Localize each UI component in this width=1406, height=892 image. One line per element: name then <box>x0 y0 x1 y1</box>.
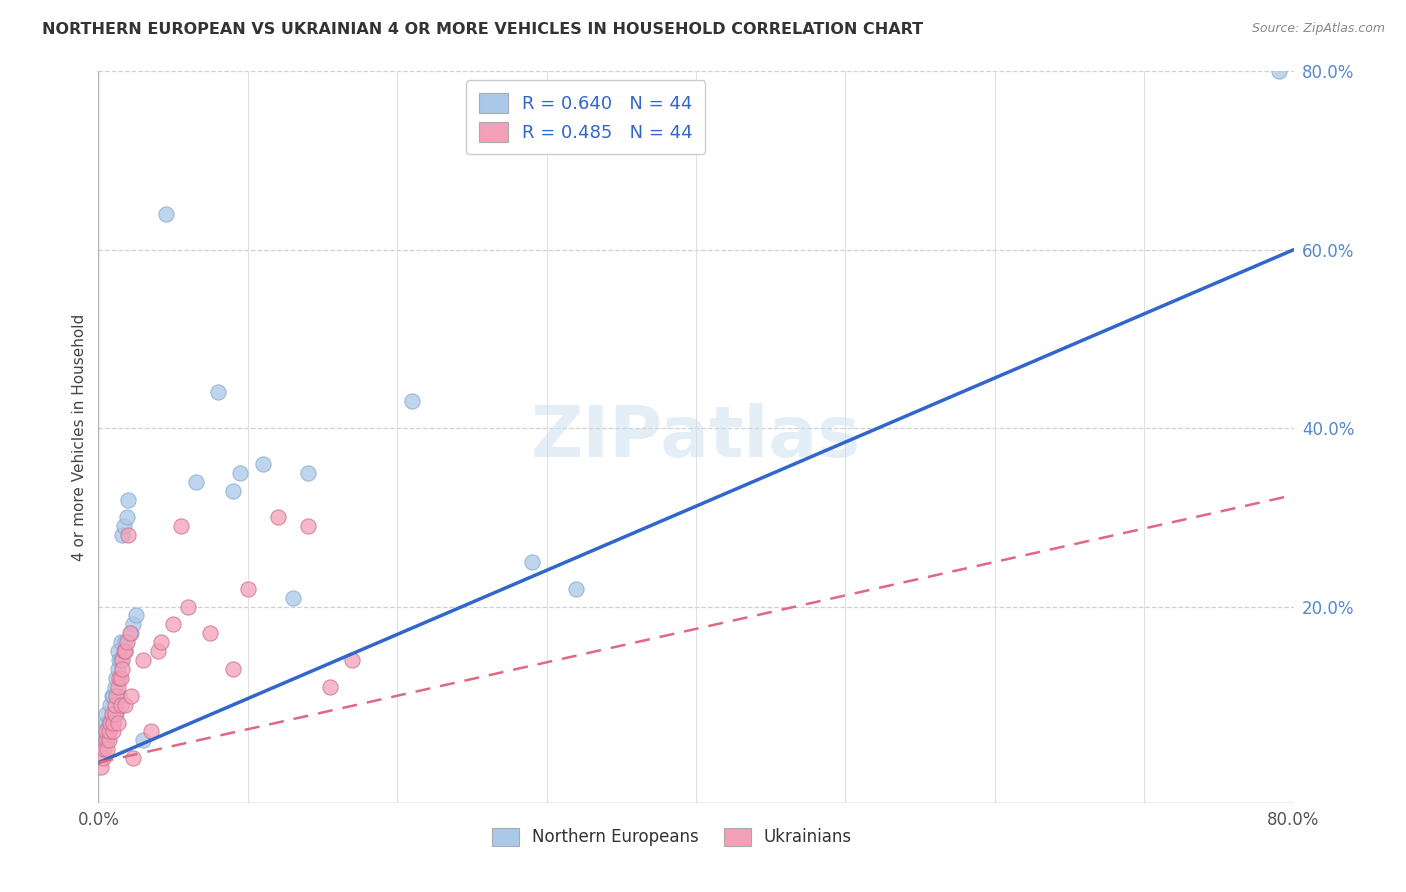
Point <box>121 617 143 632</box>
Point <box>132 653 155 667</box>
Point <box>97 733 120 747</box>
Point <box>520 555 543 569</box>
Point <box>297 466 319 480</box>
Point <box>110 635 132 649</box>
Y-axis label: 4 or more Vehicles in Household: 4 or more Vehicles in Household <box>72 313 87 561</box>
Point <box>169 519 191 533</box>
Point <box>114 635 136 649</box>
Point <box>90 742 112 756</box>
Point <box>110 671 132 685</box>
Point <box>297 519 319 533</box>
Point <box>222 662 245 676</box>
Point <box>112 519 135 533</box>
Point <box>91 733 114 747</box>
Point <box>108 653 131 667</box>
Point <box>118 626 141 640</box>
Point <box>207 385 229 400</box>
Point <box>252 457 274 471</box>
Point <box>103 706 125 721</box>
Point <box>105 671 128 685</box>
Point <box>111 662 134 676</box>
Point <box>94 706 117 721</box>
Point <box>115 635 138 649</box>
Point <box>342 653 364 667</box>
Point <box>103 724 125 739</box>
Point <box>94 733 117 747</box>
Point <box>96 733 118 747</box>
Point <box>401 394 423 409</box>
Point <box>121 751 143 765</box>
Point <box>107 715 129 730</box>
Point <box>319 680 342 694</box>
Point <box>98 715 122 730</box>
Point <box>117 528 139 542</box>
Point <box>114 644 136 658</box>
Point <box>91 751 114 765</box>
Point <box>125 608 148 623</box>
Point <box>98 698 122 712</box>
Point <box>565 582 588 596</box>
Point <box>200 626 222 640</box>
Point <box>104 680 127 694</box>
Point <box>97 724 120 739</box>
Point <box>111 528 134 542</box>
Point <box>107 680 129 694</box>
Point <box>97 724 120 739</box>
Point <box>103 715 125 730</box>
Point <box>112 644 135 658</box>
Point <box>1267 64 1289 78</box>
Point <box>162 617 184 632</box>
Point <box>114 644 136 658</box>
Text: ZIPatlas: ZIPatlas <box>531 402 860 472</box>
Point <box>104 698 127 712</box>
Point <box>110 653 132 667</box>
Point <box>120 689 142 703</box>
Text: NORTHERN EUROPEAN VS UKRAINIAN 4 OR MORE VEHICLES IN HOUSEHOLD CORRELATION CHART: NORTHERN EUROPEAN VS UKRAINIAN 4 OR MORE… <box>42 22 924 37</box>
Point <box>103 715 125 730</box>
Point <box>229 466 252 480</box>
Point <box>267 510 290 524</box>
Point <box>96 742 118 756</box>
Point <box>111 653 134 667</box>
Point <box>150 635 173 649</box>
Point <box>108 671 131 685</box>
Point <box>90 760 112 774</box>
Point <box>115 510 138 524</box>
Point <box>281 591 304 605</box>
Point <box>101 706 124 721</box>
Point <box>184 475 207 489</box>
Point <box>236 582 259 596</box>
Point <box>114 698 136 712</box>
Point <box>105 689 128 703</box>
Legend: Northern Europeans, Ukrainians: Northern Europeans, Ukrainians <box>485 821 859 853</box>
Point <box>97 715 120 730</box>
Text: Source: ZipAtlas.com: Source: ZipAtlas.com <box>1251 22 1385 36</box>
Point <box>104 706 127 721</box>
Point <box>94 715 117 730</box>
Point <box>93 724 115 739</box>
Point <box>103 689 125 703</box>
Point <box>117 492 139 507</box>
Point <box>177 599 200 614</box>
Point <box>94 724 117 739</box>
Point <box>155 207 177 221</box>
Point <box>107 662 129 676</box>
Point <box>101 689 124 703</box>
Point <box>93 742 115 756</box>
Point <box>105 706 128 721</box>
Point <box>148 644 170 658</box>
Point <box>132 733 155 747</box>
Point <box>107 644 129 658</box>
Point <box>120 626 142 640</box>
Point <box>110 698 132 712</box>
Point <box>108 689 131 703</box>
Point <box>222 483 245 498</box>
Point <box>139 724 162 739</box>
